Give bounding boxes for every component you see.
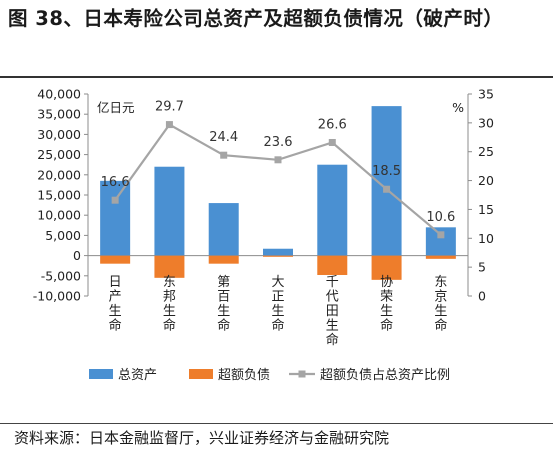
ratio-point — [328, 138, 336, 146]
y-left-tick-label: -10,000 — [33, 289, 81, 304]
ratio-data-label: 24.4 — [209, 130, 238, 145]
bar-excess-liabilities — [263, 255, 293, 257]
ratio-data-label: 26.6 — [318, 117, 347, 132]
bar-total-assets — [317, 164, 348, 256]
ratio-point — [220, 151, 228, 159]
y-left-tick-label: 10,000 — [37, 208, 81, 223]
y-left-tick-label: 40,000 — [37, 87, 81, 102]
x-tick-label: 大正生命 — [271, 275, 284, 334]
y-right-tick-label: 20 — [478, 173, 494, 188]
ratio-point — [383, 185, 391, 193]
y-left-tick-label: 5,000 — [45, 228, 81, 243]
y-right-unit-label: % — [452, 100, 464, 115]
bar-excess-liabilities — [371, 255, 402, 280]
x-tick-label: 日产生命 — [109, 275, 122, 334]
source-note: 资料来源：日本金融监督厅，兴业证券经济与金融研究院 — [14, 429, 390, 447]
y-right-tick-label: 25 — [478, 144, 494, 159]
ratio-data-label: 29.7 — [155, 100, 184, 115]
y-left-tick-label: 30,000 — [37, 127, 81, 142]
y-right-tick-label: 30 — [478, 115, 494, 130]
y-left-tick-label: 25,000 — [37, 147, 81, 162]
bar-total-assets — [100, 180, 131, 256]
legend-label-total-assets: 总资产 — [118, 368, 157, 383]
title-rule — [0, 76, 553, 78]
legend-swatch-ratio-marker — [298, 370, 306, 378]
y-left-tick-label: 0 — [73, 248, 81, 263]
legend-label-excess-liabilities: 超额负债 — [218, 368, 270, 383]
chart-title: 图 38、日本寿险公司总资产及超额负债情况（破产时） — [8, 7, 504, 30]
ratio-point — [165, 121, 173, 129]
chart: -10,000 -5,000 0 5,000 10,000 15,000 20,000 25,… — [33, 87, 494, 384]
y-right-tick-label: 10 — [478, 231, 494, 246]
y-left-tick-label: 20,000 — [37, 167, 81, 182]
y-right-tick-label: 35 — [478, 87, 494, 102]
y-left-unit-label: 亿日元 — [97, 100, 135, 115]
x-tick-label: 协荣生命 — [380, 275, 393, 334]
legend-swatch-excess-liabilities — [189, 369, 213, 379]
bar-excess-liabilities — [425, 255, 456, 259]
y-left-tick-label: 35,000 — [37, 107, 81, 122]
bar-excess-liabilities — [208, 255, 239, 264]
y-right-tick-label: 0 — [478, 289, 486, 304]
bar-total-assets — [263, 248, 293, 256]
legend-swatch-total-assets — [89, 369, 113, 379]
ratio-point — [274, 156, 282, 164]
x-tick-label: 第百生命 — [217, 275, 230, 334]
source-rule — [0, 423, 553, 424]
y-left-tick-label: -5,000 — [41, 268, 81, 283]
x-tick-label: 东京生命 — [434, 275, 447, 334]
ratio-data-label: 18.5 — [372, 164, 401, 179]
bar-total-assets — [154, 166, 185, 256]
ratio-data-label: 23.6 — [264, 135, 293, 150]
ratio-data-label: 10.6 — [426, 210, 455, 225]
x-tick-label: 东邦生命 — [163, 275, 176, 334]
x-tick-label: 千代田生命 — [326, 275, 339, 348]
bar-excess-liabilities — [317, 255, 348, 275]
legend-label-ratio: 超额负债占总资产比例 — [320, 368, 450, 383]
y-right-tick-label: 5 — [478, 260, 486, 275]
bar-total-assets — [208, 203, 239, 256]
bar-excess-liabilities — [154, 255, 185, 278]
ratio-point — [437, 231, 445, 239]
ratio-point — [111, 196, 119, 204]
y-right-tick-label: 15 — [478, 202, 494, 217]
y-left-tick-label: 15,000 — [37, 188, 81, 203]
bar-excess-liabilities — [100, 255, 131, 264]
ratio-data-label: 16.6 — [101, 175, 130, 190]
